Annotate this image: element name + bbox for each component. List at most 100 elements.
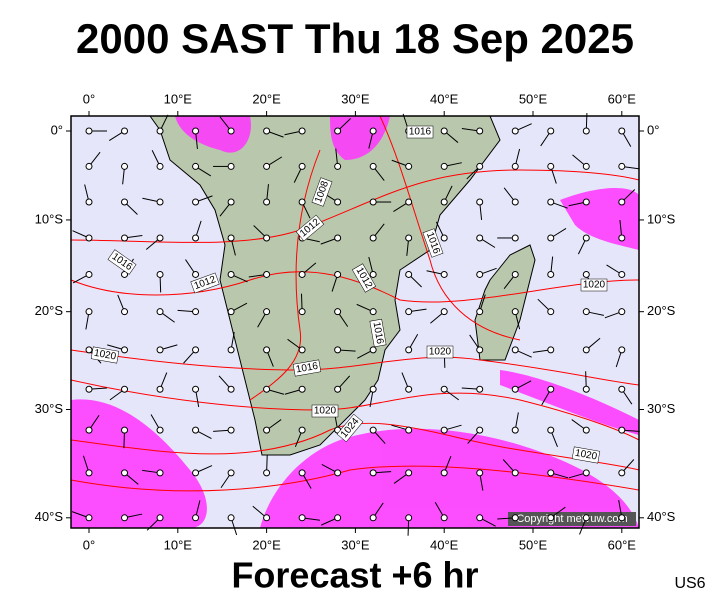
barb [374, 223, 385, 236]
barb [252, 505, 265, 517]
barb [482, 267, 497, 274]
barb [479, 204, 483, 220]
isobar-label-text: 1020 [583, 280, 606, 291]
station [263, 426, 271, 434]
station [85, 385, 93, 393]
station [582, 308, 590, 316]
station [334, 198, 342, 206]
station [263, 514, 271, 522]
barb [219, 204, 230, 217]
barb [467, 432, 479, 444]
station [227, 514, 235, 522]
barb [553, 228, 567, 237]
barb [197, 167, 212, 177]
station [511, 198, 519, 206]
station [298, 426, 306, 434]
barb [302, 204, 311, 219]
station [547, 127, 555, 135]
barb [411, 308, 427, 312]
station [156, 162, 164, 170]
station [334, 469, 342, 477]
barb [540, 133, 550, 147]
lat-label: 30°S [647, 401, 676, 416]
barb [551, 169, 557, 184]
station [192, 346, 200, 354]
barb [615, 352, 622, 368]
barb [198, 195, 213, 202]
station [85, 426, 93, 434]
station [547, 162, 555, 170]
isobar-label-box [369, 318, 387, 348]
barb [266, 454, 268, 470]
barb [553, 202, 568, 209]
station [156, 426, 164, 434]
station [618, 426, 626, 434]
barb [623, 391, 633, 405]
station [156, 234, 164, 242]
station [227, 426, 235, 434]
station [369, 385, 377, 393]
station [85, 198, 93, 206]
barb [145, 239, 159, 250]
barb [391, 159, 407, 166]
barb [480, 294, 486, 309]
station [547, 469, 555, 477]
barb [624, 166, 640, 170]
station [334, 270, 342, 278]
station [547, 270, 555, 278]
station [582, 514, 590, 522]
station [85, 234, 93, 242]
station [192, 308, 200, 316]
barb [335, 148, 338, 164]
lon-label: 30°E [341, 91, 370, 106]
barb [248, 274, 264, 278]
barb [401, 372, 409, 387]
station [440, 469, 448, 477]
station [476, 198, 484, 206]
station [85, 346, 93, 354]
barb [434, 501, 444, 516]
barb [151, 150, 160, 164]
barb [150, 414, 159, 428]
barb [515, 314, 521, 330]
station [476, 426, 484, 434]
title: 2000 SAST Thu 18 Sep 2025 [76, 15, 634, 62]
station [405, 514, 413, 522]
barb [515, 148, 521, 164]
barb [446, 390, 460, 401]
barb [72, 230, 87, 238]
station [511, 308, 519, 316]
station [547, 385, 555, 393]
station [298, 127, 306, 135]
barb [91, 387, 107, 390]
barb [445, 185, 453, 200]
station [511, 385, 519, 393]
isobar-label-box [422, 228, 444, 258]
station [547, 514, 555, 522]
station [405, 270, 413, 278]
station [582, 234, 590, 242]
lon-label: 20°E [252, 537, 281, 552]
station [192, 514, 200, 522]
barb [294, 432, 302, 448]
station [405, 308, 413, 316]
station [582, 270, 590, 278]
barb [618, 499, 622, 515]
barb [142, 469, 158, 473]
station [618, 162, 626, 170]
lat-label: 10°S [35, 211, 64, 226]
station [334, 162, 342, 170]
station [511, 162, 519, 170]
station [405, 162, 413, 170]
station [298, 270, 306, 278]
station [263, 346, 271, 354]
station [263, 234, 271, 242]
isobar-label-text: 1020 [314, 406, 337, 417]
station [618, 198, 626, 206]
barb [537, 298, 549, 310]
barb [446, 424, 462, 430]
isobar-label-box [406, 125, 434, 139]
barb [231, 520, 238, 536]
station [547, 426, 555, 434]
station [227, 469, 235, 477]
